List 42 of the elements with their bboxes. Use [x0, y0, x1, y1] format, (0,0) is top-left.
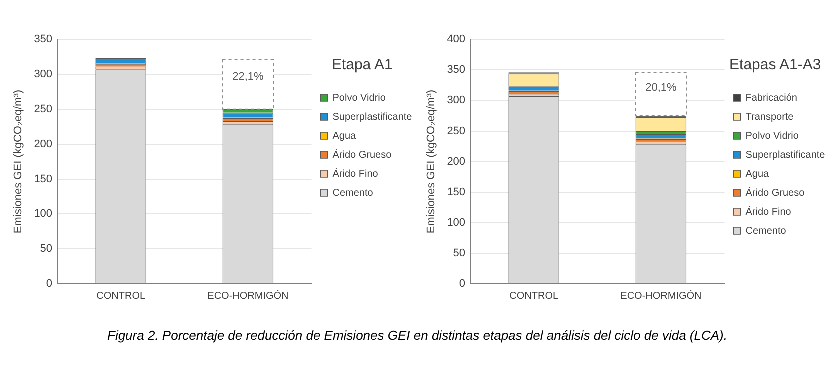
- y-tick-label: 50: [40, 243, 53, 256]
- y-tick-label: 250: [34, 103, 53, 116]
- legend-label: Transporte: [746, 112, 794, 123]
- legend-label: Polvo Vidrio: [332, 92, 386, 104]
- y-tick-label: 100: [447, 216, 466, 229]
- legend-label: Superplastificante: [746, 150, 826, 161]
- x-tick-label: CONTROL: [510, 290, 559, 302]
- legend-label: Árido Grueso: [332, 148, 392, 161]
- x-tick-label: CONTROL: [96, 290, 146, 302]
- y-tick-label: 150: [34, 173, 53, 186]
- legend-label: Árido Fino: [746, 206, 792, 218]
- y-tick-label: 350: [34, 34, 53, 46]
- legend-label: Agua: [332, 130, 357, 142]
- y-tick-label: 100: [34, 208, 53, 220]
- y-tick-label: 250: [447, 125, 466, 138]
- legend-label: Cemento: [746, 226, 787, 237]
- y-tick-label: 50: [453, 247, 466, 260]
- legend-title: Etapas A1-A3: [730, 56, 822, 74]
- legend-label: Polvo Vidrio: [746, 130, 800, 142]
- y-axis-title: Emisiones GEI (kgCO₂eq/m³): [426, 90, 438, 234]
- legend-label: Superplastificante: [332, 112, 413, 123]
- legend-title: Etapa A1: [332, 56, 393, 74]
- y-tick-label: 350: [447, 64, 466, 76]
- y-tick-label: 0: [459, 278, 466, 290]
- y-tick-label: 400: [447, 34, 466, 46]
- legend-label: Fabricación: [746, 92, 798, 104]
- x-tick-label: ECO-HORMIGÓN: [208, 290, 289, 302]
- y-tick-label: 200: [34, 138, 53, 150]
- y-tick-label: 0: [46, 278, 53, 290]
- y-axis-title: Emisiones GEI (kgCO₂eq/m³): [12, 90, 25, 234]
- text: Figura 2. Porcentaje de reducción de Emisiones GEI en distintas etapas del análisis del ciclo de vida (LCA).: [106, 328, 728, 343]
- annotation: 20,1%: [646, 82, 678, 94]
- y-tick-label: 150: [447, 186, 466, 198]
- annotation: 22,1%: [232, 71, 264, 84]
- legend-label: Árido Fino: [332, 168, 379, 180]
- y-tick-label: 200: [447, 156, 466, 168]
- y-tick-label: 300: [447, 94, 466, 107]
- x-tick-label: ECO-HORMIGÓN: [620, 290, 702, 302]
- legend-label: Agua: [746, 168, 770, 180]
- y-tick-label: 300: [34, 68, 53, 81]
- legend-label: Árido Grueso: [746, 186, 806, 199]
- legend-label: Cemento: [332, 188, 374, 199]
